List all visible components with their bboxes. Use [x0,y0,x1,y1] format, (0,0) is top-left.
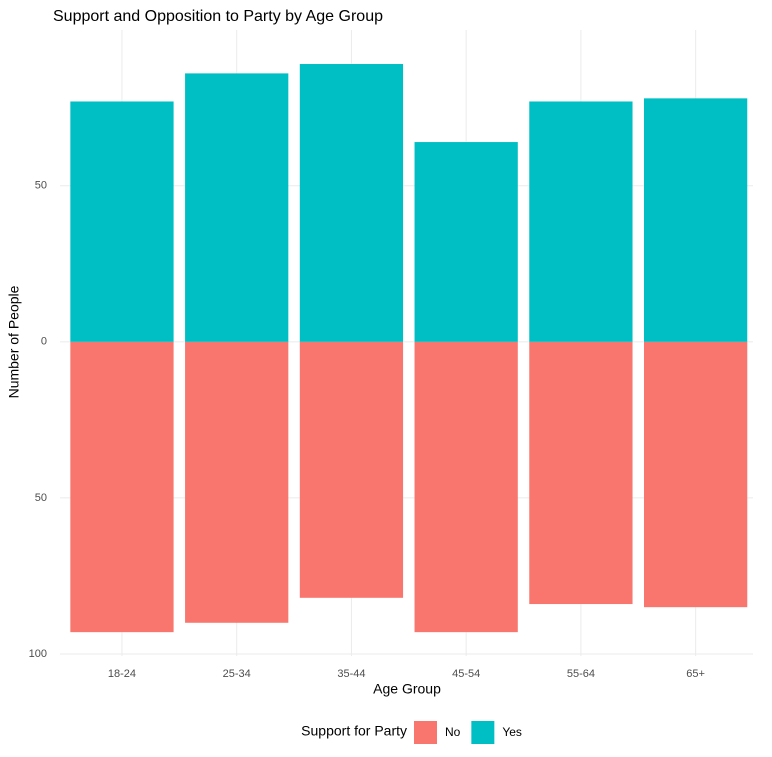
x-tick-label: 65+ [686,668,705,680]
x-tick-label: 55-64 [567,668,595,680]
legend-label: No [445,725,461,739]
chart-title: Support and Opposition to Party by Age G… [53,8,383,25]
legend-swatch [414,721,437,744]
legend-title: Support for Party [301,723,407,739]
bar [414,142,518,342]
bar [529,341,633,605]
y-tick-label: 0 [41,336,47,348]
bar [70,101,174,342]
legend-swatch [471,721,495,744]
bar [185,341,289,623]
x-tick-label: 35-44 [337,668,365,680]
y-tick-label: 100 [29,648,47,660]
y-tick-label: 50 [35,180,47,192]
y-tick-label: 50 [35,492,47,504]
bar [644,98,748,342]
x-tick-label: 25-34 [223,668,251,680]
bar [70,341,174,633]
legend-label: Yes [502,725,522,739]
x-tick-label: 18-24 [108,668,136,680]
y-axis-title: Number of People [6,285,22,398]
x-axis-title: Age Group [373,681,441,697]
bar [414,341,518,633]
bar [529,101,633,342]
bar [299,341,404,598]
x-tick-label: 45-54 [452,668,480,680]
bar [185,73,289,342]
bar [644,341,748,608]
bar [299,64,404,342]
